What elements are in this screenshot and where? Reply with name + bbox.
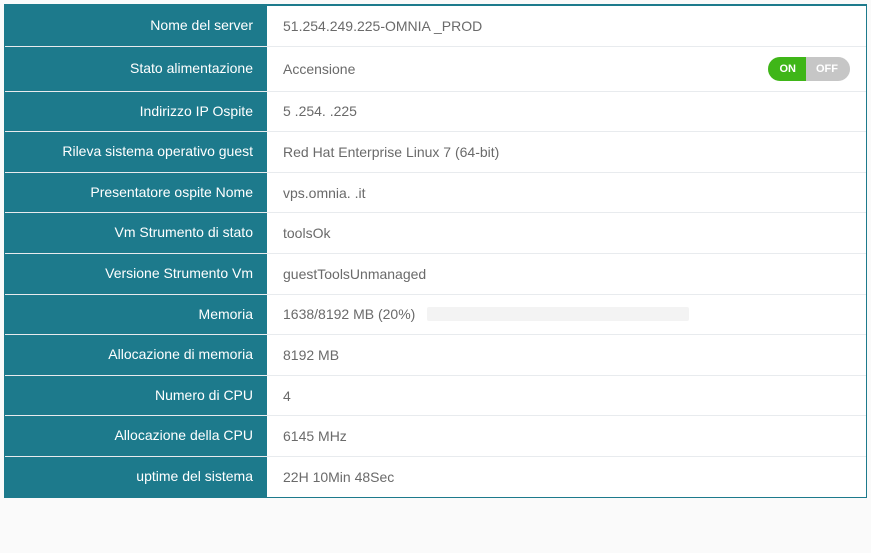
row-cpu-count: Numero di CPU 4 <box>5 376 866 417</box>
row-guest-ip: Indirizzo IP Ospite 5 .254. .225 <box>5 92 866 133</box>
power-toggle[interactable]: ON OFF <box>768 57 851 81</box>
row-tools-version: Versione Strumento Vm guestToolsUnmanage… <box>5 254 866 295</box>
value-uptime: 22H 10Min 48Sec <box>267 457 866 497</box>
value-cpu-alloc: 6145 MHz <box>267 416 866 456</box>
label-uptime: uptime del sistema <box>5 457 267 497</box>
power-state-text: Accensione <box>283 61 355 77</box>
value-tools-version: guestToolsUnmanaged <box>267 254 866 294</box>
server-info-panel: Nome del server 51.254.249.225-OMNIA _PR… <box>4 4 867 498</box>
label-server-name: Nome del server <box>5 6 267 46</box>
cpu-alloc-text: 6145 MHz <box>283 428 347 444</box>
value-memory-alloc: 8192 MB <box>267 335 866 375</box>
cpu-count-text: 4 <box>283 388 291 404</box>
guest-os-text: Red Hat Enterprise Linux 7 (64-bit) <box>283 144 499 160</box>
tools-version-text: guestToolsUnmanaged <box>283 266 426 282</box>
row-memory: Memoria 1638/8192 MB (20%) <box>5 295 866 336</box>
label-memory-alloc: Allocazione di memoria <box>5 335 267 375</box>
server-name-text: 51.254.249.225-OMNIA _PROD <box>283 18 482 34</box>
uptime-text: 22H 10Min 48Sec <box>283 469 394 485</box>
label-guest-os: Rileva sistema operativo guest <box>5 132 267 172</box>
row-power-state: Stato alimentazione Accensione ON OFF <box>5 47 866 92</box>
row-guest-os: Rileva sistema operativo guest Red Hat E… <box>5 132 866 173</box>
label-tools-version: Versione Strumento Vm <box>5 254 267 294</box>
label-cpu-alloc: Allocazione della CPU <box>5 416 267 456</box>
row-tools-status: Vm Strumento di stato toolsOk <box>5 213 866 254</box>
value-guest-os: Red Hat Enterprise Linux 7 (64-bit) <box>267 132 866 172</box>
value-power-state: Accensione ON OFF <box>267 47 866 91</box>
label-cpu-count: Numero di CPU <box>5 376 267 416</box>
value-guest-ip: 5 .254. .225 <box>267 92 866 132</box>
memory-alloc-text: 8192 MB <box>283 347 339 363</box>
value-tools-status: toolsOk <box>267 213 866 253</box>
label-power-state: Stato alimentazione <box>5 47 267 91</box>
toggle-off-label: OFF <box>806 57 850 81</box>
host-name-text: vps.omnia. .it <box>283 185 365 201</box>
value-memory: 1638/8192 MB (20%) <box>267 295 866 335</box>
row-server-name: Nome del server 51.254.249.225-OMNIA _PR… <box>5 6 866 47</box>
label-memory: Memoria <box>5 295 267 335</box>
label-tools-status: Vm Strumento di stato <box>5 213 267 253</box>
memory-text: 1638/8192 MB (20%) <box>283 306 415 322</box>
row-memory-alloc: Allocazione di memoria 8192 MB <box>5 335 866 376</box>
value-host-name: vps.omnia. .it <box>267 173 866 213</box>
value-server-name: 51.254.249.225-OMNIA _PROD <box>267 6 866 46</box>
label-guest-ip: Indirizzo IP Ospite <box>5 92 267 132</box>
memory-progress <box>427 307 689 321</box>
label-host-name: Presentatore ospite Nome <box>5 173 267 213</box>
value-cpu-count: 4 <box>267 376 866 416</box>
tools-status-text: toolsOk <box>283 225 330 241</box>
row-uptime: uptime del sistema 22H 10Min 48Sec <box>5 457 866 497</box>
row-cpu-alloc: Allocazione della CPU 6145 MHz <box>5 416 866 457</box>
guest-ip-text: 5 .254. .225 <box>283 103 357 119</box>
toggle-on-label: ON <box>768 57 807 81</box>
row-host-name: Presentatore ospite Nome vps.omnia. .it <box>5 173 866 214</box>
